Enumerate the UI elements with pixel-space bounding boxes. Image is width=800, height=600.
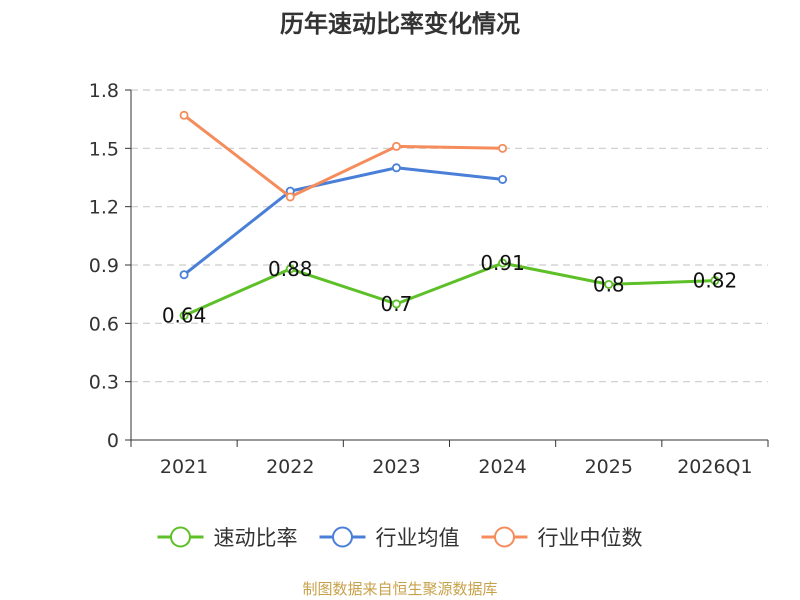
data-labels: 0.64 0.88 0.7 0.91 0.8 0.82 [162, 251, 737, 328]
data-point[interactable] [391, 141, 401, 151]
series-line-2 [182, 113, 505, 199]
legend-label: 速动比率 [214, 526, 298, 550]
grid-lines [131, 89, 768, 383]
x-tick-label: 2021 [160, 456, 208, 478]
data-label: 0.8 [593, 272, 625, 296]
series-line-1 [182, 166, 505, 277]
data-point[interactable] [710, 276, 720, 286]
data-point[interactable] [498, 174, 508, 184]
legend-item[interactable]: 行业中位数 [481, 526, 643, 550]
legend-marker-icon [170, 526, 191, 548]
data-point[interactable] [285, 192, 295, 202]
data-label: 0.7 [381, 292, 413, 316]
y-tick-label: 0.9 [89, 255, 119, 277]
data-point[interactable] [498, 258, 508, 268]
legend-label: 行业均值 [376, 526, 460, 550]
data-point[interactable] [391, 299, 401, 309]
legend-marker-icon [332, 526, 353, 548]
data-point[interactable] [179, 110, 189, 120]
legend-item[interactable]: 行业均值 [319, 526, 460, 550]
x-tick-label: 2025 [585, 456, 633, 478]
y-tick-label: 1.5 [89, 138, 119, 160]
data-label: 0.88 [268, 257, 313, 281]
data-point[interactable] [179, 270, 189, 280]
data-point[interactable] [391, 163, 401, 173]
data-point[interactable] [179, 311, 189, 321]
data-point[interactable] [604, 279, 614, 289]
legend-label: 行业中位数 [538, 526, 643, 550]
y-tick-label: 0.6 [89, 313, 119, 335]
axes: 0 0.3 0.6 0.9 1.2 1.5 1.8 2021 2022 2023 2024 2025 2… [89, 80, 769, 478]
series-lines [179, 110, 720, 321]
y-tick-label: 1.2 [89, 197, 119, 219]
x-tick-label: 2022 [266, 456, 314, 478]
data-label: 0.82 [693, 269, 738, 293]
source-note: 制图数据来自恒生聚源数据库 [302, 580, 497, 598]
x-tick-label: 2026Q1 [677, 456, 752, 478]
legend-item[interactable]: 速动比率 [157, 526, 298, 550]
y-tick-label: 0.3 [89, 372, 119, 394]
y-tick-label: 0 [107, 430, 119, 452]
data-point[interactable] [498, 143, 508, 153]
series-line-0 [182, 261, 717, 318]
data-label: 0.91 [480, 251, 525, 275]
x-tick-label: 2023 [372, 456, 420, 478]
legend-marker-icon [494, 526, 515, 548]
data-label: 0.64 [162, 304, 207, 328]
chart-title: 历年速动比率变化情况 [280, 10, 520, 38]
x-tick-label: 2024 [478, 456, 526, 478]
data-point[interactable] [285, 264, 295, 274]
y-tick-label: 1.8 [89, 80, 119, 102]
legend: 速动比率 行业均值 行业中位数 [157, 526, 643, 550]
